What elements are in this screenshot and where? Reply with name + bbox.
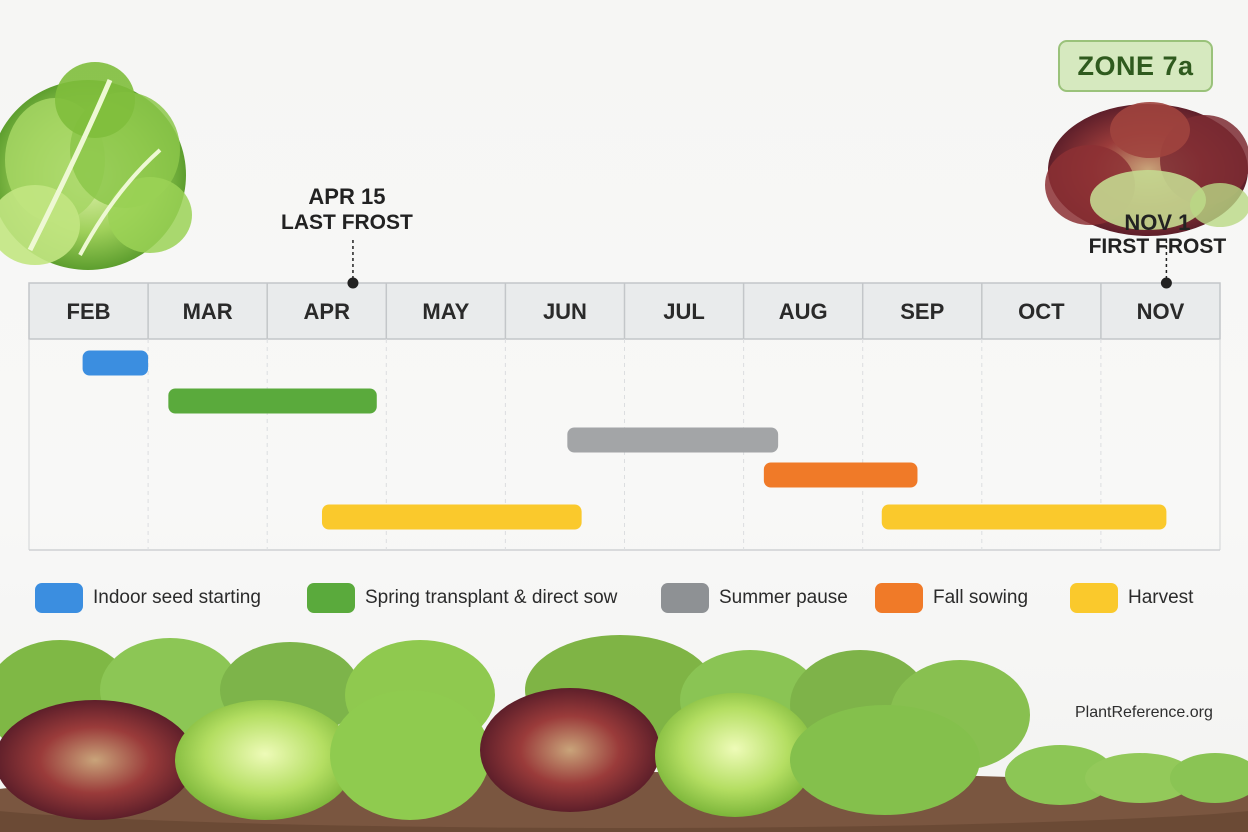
bar-indoor-seed-starting xyxy=(82,350,149,376)
month-label-sep: SEP xyxy=(900,299,944,324)
legend: Indoor seed starting Spring transplant &… xyxy=(35,582,1225,614)
month-label-feb: FEB xyxy=(67,299,111,324)
month-label-jun: JUN xyxy=(543,299,587,324)
legend-item-spring-transplant: Spring transplant & direct sow xyxy=(307,582,617,614)
first-frost-date: NOV 1 xyxy=(1124,210,1190,235)
first-frost-label: FIRST FROST xyxy=(1089,235,1227,258)
bar-summer-pause xyxy=(567,427,779,453)
bar-fall-sowing xyxy=(763,462,918,488)
bar-harvest xyxy=(321,504,582,530)
bar-harvest xyxy=(881,504,1167,530)
red-leaf-lettuce-icon xyxy=(1045,102,1248,236)
legend-swatch-spring-transplant xyxy=(307,583,355,613)
month-label-oct: OCT xyxy=(1018,299,1065,324)
last-frost-label: LAST FROST xyxy=(281,211,413,234)
legend-swatch-summer-pause xyxy=(661,583,709,613)
legend-label-indoor-seed-starting: Indoor seed starting xyxy=(93,587,261,608)
month-label-apr: APR xyxy=(304,299,351,324)
legend-label-fall-sowing: Fall sowing xyxy=(933,587,1029,608)
legend-label-harvest: Harvest xyxy=(1128,587,1194,608)
source-credit: PlantReference.org xyxy=(1075,704,1213,721)
month-label-may: MAY xyxy=(422,299,469,324)
last-frost-date: APR 15 xyxy=(308,184,385,209)
month-label-mar: MAR xyxy=(183,299,233,324)
planting-calendar-chart: FEB MAR APR MAY JUN JUL AUG SEP OCT NOV APR 15LAST… xyxy=(28,184,1227,551)
legend-item-fall-sowing: Fall sowing xyxy=(875,582,1028,614)
month-label-nov: NOV xyxy=(1137,299,1185,324)
first-frost-marker-dot xyxy=(1160,277,1172,289)
month-label-aug: AUG xyxy=(779,299,828,324)
legend-label-summer-pause: Summer pause xyxy=(719,587,848,608)
legend-swatch-indoor-seed-starting xyxy=(35,583,83,613)
green-lettuce-icon xyxy=(0,62,192,270)
legend-label-spring-transplant: Spring transplant & direct sow xyxy=(365,587,618,608)
legend-swatch-fall-sowing xyxy=(875,583,923,613)
last-frost-marker-dot xyxy=(347,277,359,289)
legend-item-harvest: Harvest xyxy=(1070,582,1193,614)
zone-badge: ZONE 7a xyxy=(1058,40,1213,92)
legend-swatch-harvest xyxy=(1070,583,1118,613)
legend-item-summer-pause: Summer pause xyxy=(661,582,848,614)
lettuce-row-icon xyxy=(0,635,1248,832)
legend-item-indoor-seed-starting: Indoor seed starting xyxy=(35,582,261,614)
month-label-jul: JUL xyxy=(663,299,705,324)
bar-spring-transplant-direct-sow xyxy=(168,388,377,414)
